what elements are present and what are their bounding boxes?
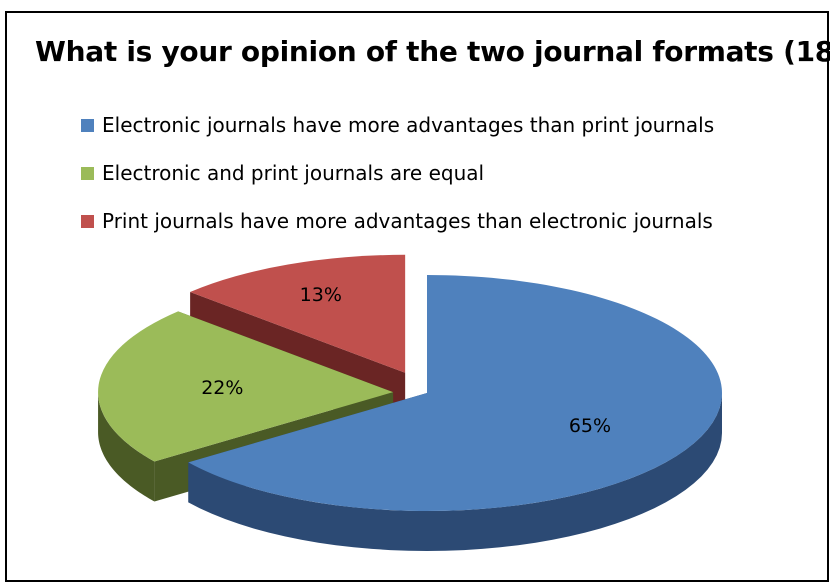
pie-rim-equal — [98, 392, 155, 502]
legend-swatch-equal — [81, 166, 94, 180]
pie-chart: 65% 22% 13% — [98, 254, 723, 551]
legend-label-print: Print journals have more advantages than… — [102, 209, 713, 233]
chart-frame: What is your opinion of the two journal … — [5, 11, 830, 582]
legend-label-electronic: Electronic journals have more advantages… — [102, 113, 715, 137]
legend-item-electronic: Electronic journals have more advantages… — [81, 113, 714, 137]
pie-rim-electronic — [188, 393, 723, 551]
pie-slice-equal — [98, 311, 394, 462]
legend-swatch-electronic — [81, 118, 94, 132]
data-label-electronic: 65% — [569, 415, 611, 437]
pie-slice-print — [190, 254, 406, 373]
data-label-print: 13% — [300, 284, 342, 306]
legend-label-equal: Electronic and print journals are equal — [102, 161, 485, 185]
legend-item-equal: Electronic and print journals are equal — [81, 161, 714, 185]
pie-slice-electronic — [188, 275, 723, 512]
legend-item-print: Print journals have more advantages than… — [81, 209, 714, 233]
chart-legend: Electronic journals have more advantages… — [81, 113, 714, 257]
data-label-equal: 22% — [201, 377, 243, 399]
chart-title: What is your opinion of the two journal … — [35, 35, 830, 68]
legend-swatch-print — [81, 214, 94, 228]
